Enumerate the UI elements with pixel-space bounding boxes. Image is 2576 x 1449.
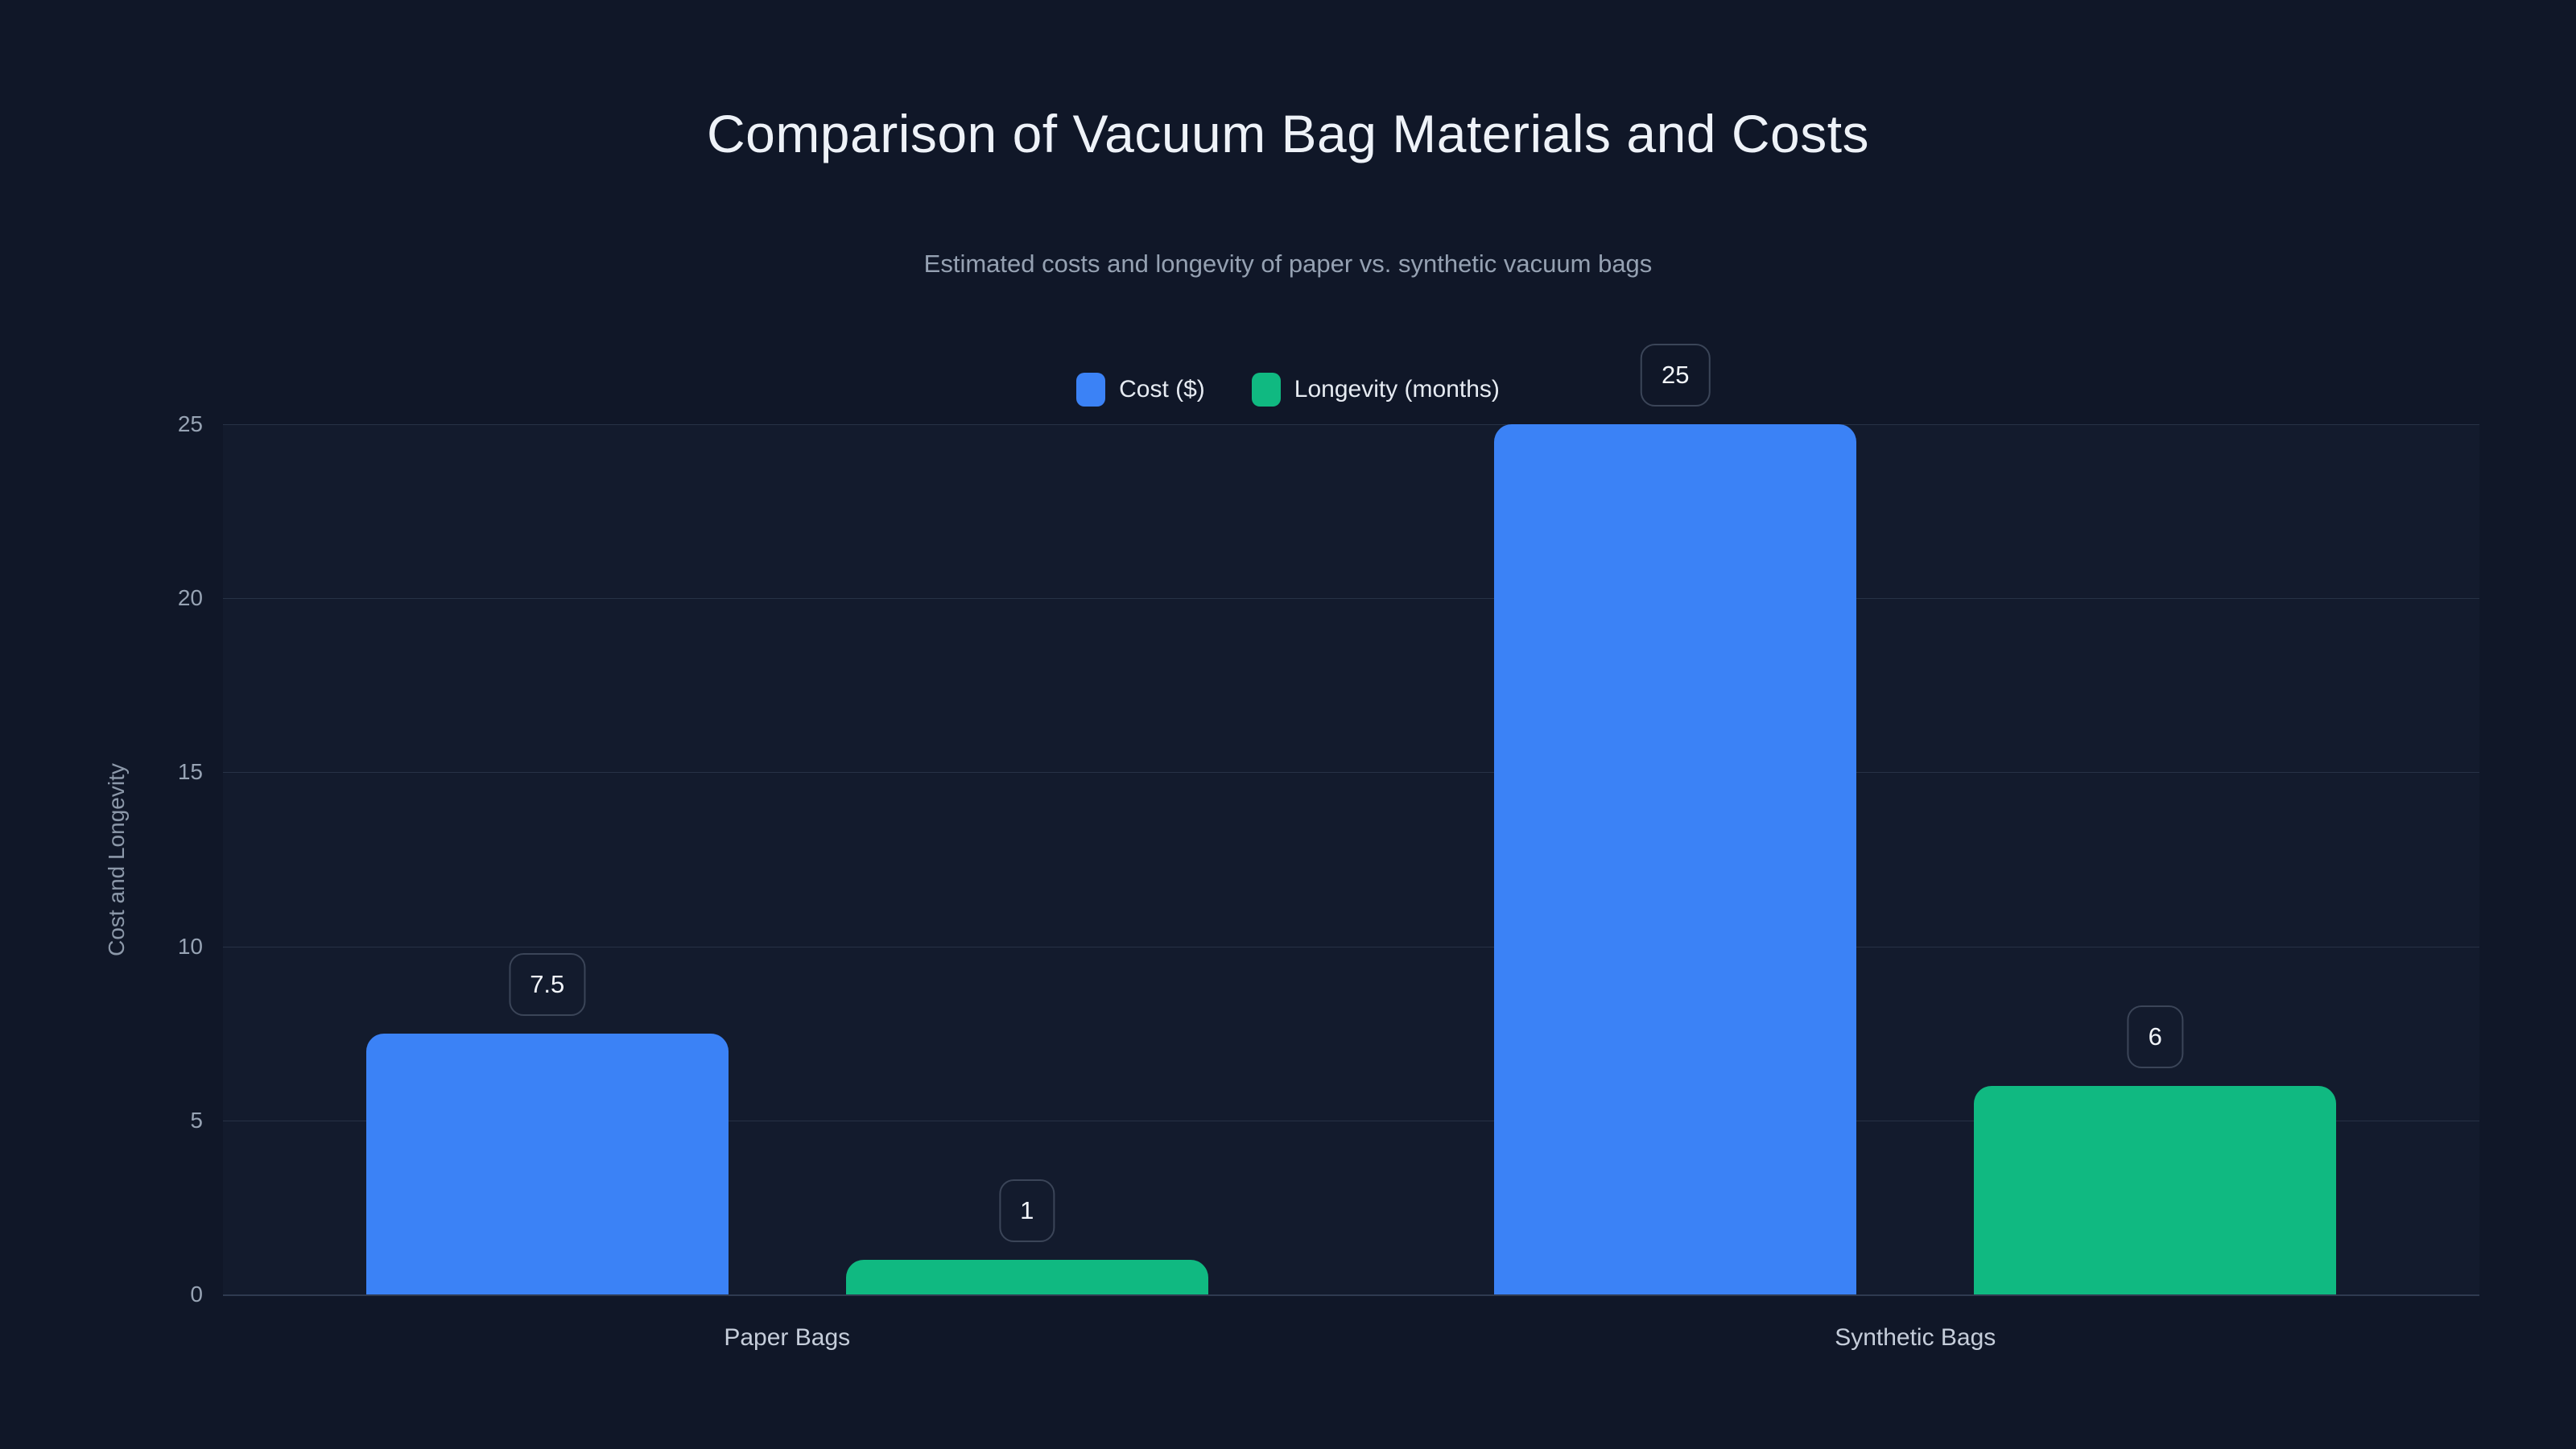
legend-swatch-longevity-months xyxy=(1251,373,1281,407)
bar-value-label-longevity-months-paper-bags: 1 xyxy=(999,1179,1055,1242)
gridline-y-20 xyxy=(223,598,2479,600)
y-axis-tick-label: 15 xyxy=(177,759,203,785)
bar-longevity-months-synthetic-bags[interactable] xyxy=(1974,1085,2337,1294)
y-axis-tick-label: 20 xyxy=(177,585,203,611)
legend-label: Longevity (months) xyxy=(1294,376,1500,402)
legend-label: Cost ($) xyxy=(1119,376,1205,402)
bar-cost-paper-bags[interactable] xyxy=(365,1033,729,1294)
x-axis-category-label-synthetic-bags: Synthetic Bags xyxy=(1835,1324,1996,1351)
legend: Cost ($) Longevity (months) xyxy=(0,364,2576,415)
gridline-y-15 xyxy=(223,772,2479,774)
x-axis-category-label-paper-bags: Paper Bags xyxy=(724,1324,851,1351)
bar-cost-synthetic-bags[interactable] xyxy=(1494,424,1857,1294)
bar-longevity-months-paper-bags[interactable] xyxy=(845,1259,1208,1294)
bar-value-label-cost-paper-bags: 7.5 xyxy=(509,952,586,1016)
legend-item-longevity-months[interactable]: Longevity (months) xyxy=(1251,373,1500,407)
y-axis-tick-label: 25 xyxy=(177,411,203,436)
chart-title: Comparison of Vacuum Bag Materials and C… xyxy=(706,104,1870,163)
chart-subtitle: Estimated costs and longevity of paper v… xyxy=(923,250,1653,278)
plot-area xyxy=(223,424,2479,1296)
y-axis-tick-label: 0 xyxy=(190,1282,203,1307)
y-axis-title: Cost and Longevity xyxy=(104,763,129,956)
legend-item-cost[interactable]: Cost ($) xyxy=(1076,373,1205,407)
bar-value-label-longevity-months-synthetic-bags: 6 xyxy=(2127,1005,2183,1068)
y-axis-tick-label: 10 xyxy=(177,933,203,959)
y-axis-tick-label: 5 xyxy=(190,1107,203,1133)
gridline-y-25 xyxy=(223,424,2479,425)
bar-value-label-cost-synthetic-bags: 25 xyxy=(1641,344,1711,407)
legend-swatch-cost xyxy=(1076,373,1106,407)
